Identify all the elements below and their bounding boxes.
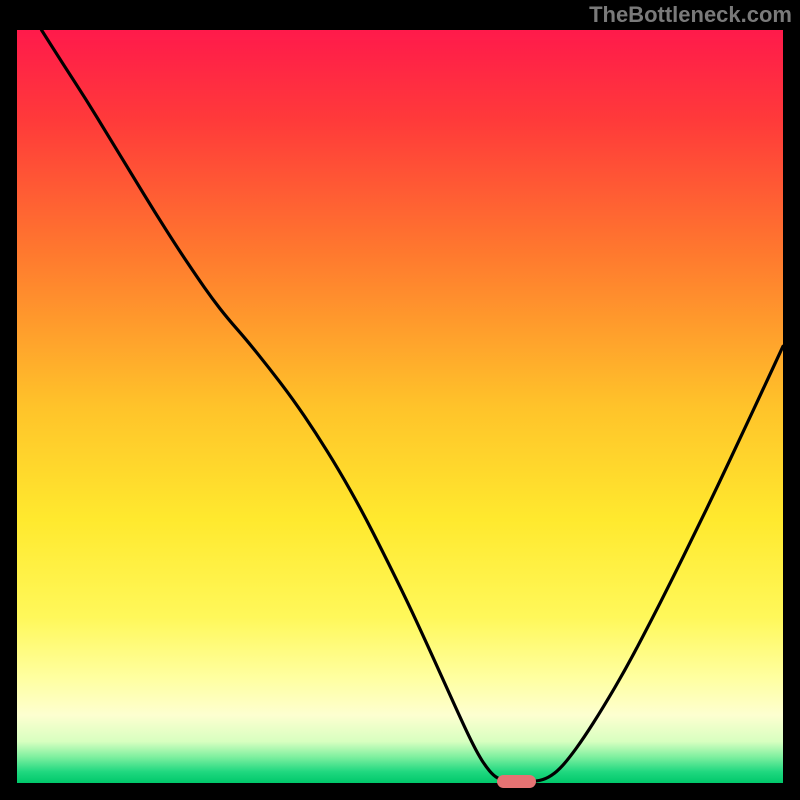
bottleneck-chart xyxy=(17,30,783,783)
optimal-marker xyxy=(497,775,537,789)
plot-area xyxy=(17,30,783,783)
watermark-text: TheBottleneck.com xyxy=(589,2,792,28)
chart-background xyxy=(17,30,783,783)
